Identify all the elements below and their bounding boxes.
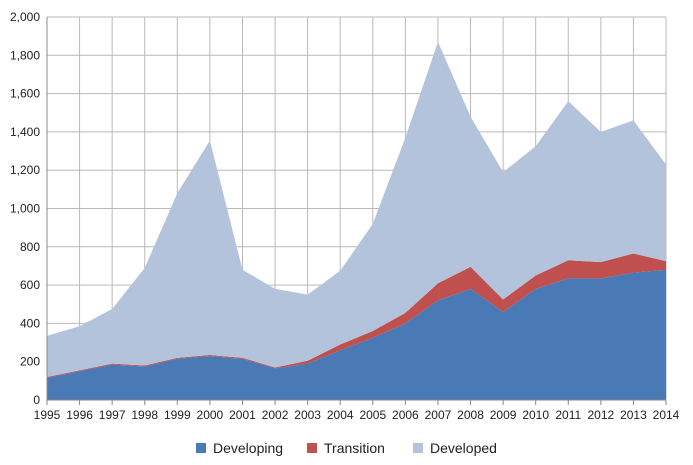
legend-label: Transition [324, 440, 385, 456]
x-tick-label: 2004 [327, 408, 354, 422]
x-tick-labels: 1995 1996 1997 1998 1999 2000 2001 2002 2003 2004… [34, 408, 680, 422]
y-tick-label: 200 [20, 355, 40, 369]
x-tick-label: 1998 [131, 408, 158, 422]
legend: Developing Transition Developed [196, 440, 497, 456]
x-tick-label: 1996 [66, 408, 93, 422]
legend-swatch [307, 443, 317, 453]
x-tick-label: 2010 [522, 408, 549, 422]
x-tick-label: 2003 [294, 408, 321, 422]
y-tick-label: 0 [33, 393, 40, 407]
legend-item-developing: Developing [196, 440, 283, 456]
x-tick-label: 2008 [457, 408, 484, 422]
legend-swatch [413, 443, 423, 453]
axes [46, 17, 667, 405]
y-tick-label: 1,600 [10, 87, 40, 101]
legend-label: Developed [430, 440, 497, 456]
area-developing [47, 269, 666, 400]
y-tick-label: 400 [20, 316, 40, 330]
legend-swatch [196, 443, 206, 453]
y-tick-label: 600 [20, 278, 40, 292]
y-tick-label: 1,400 [10, 125, 40, 139]
x-tick-label: 1995 [34, 408, 61, 422]
x-tick-label: 1999 [164, 408, 191, 422]
x-tick-label: 1997 [99, 408, 126, 422]
legend-item-developed: Developed [413, 440, 497, 456]
x-tick-label: 2009 [490, 408, 517, 422]
y-tick-label: 1,800 [10, 48, 40, 62]
x-tick-label: 2014 [653, 408, 680, 422]
area-transition [47, 253, 666, 378]
legend-label: Developing [213, 440, 283, 456]
x-tick-label: 2013 [620, 408, 647, 422]
x-tick-label: 2001 [229, 408, 256, 422]
y-tick-labels: 0 200 400 600 800 1,000 1,200 1,400 1,600 1,800 2,… [10, 10, 40, 407]
y-tick-label: 1,000 [10, 202, 40, 216]
x-tick-label: 2007 [425, 408, 452, 422]
x-tick-label: 2002 [262, 408, 289, 422]
y-tick-label: 800 [20, 240, 40, 254]
area-developed [47, 41, 666, 378]
area-series [47, 41, 666, 400]
legend-item-transition: Transition [307, 440, 385, 456]
x-tick-label: 2012 [587, 408, 614, 422]
x-tick-label: 2006 [392, 408, 419, 422]
x-tick-label: 2005 [359, 408, 386, 422]
y-tick-label: 2,000 [10, 10, 40, 24]
x-tick-label: 2011 [555, 408, 581, 422]
y-tick-label: 1,200 [10, 163, 40, 177]
x-tick-label: 2000 [197, 408, 224, 422]
